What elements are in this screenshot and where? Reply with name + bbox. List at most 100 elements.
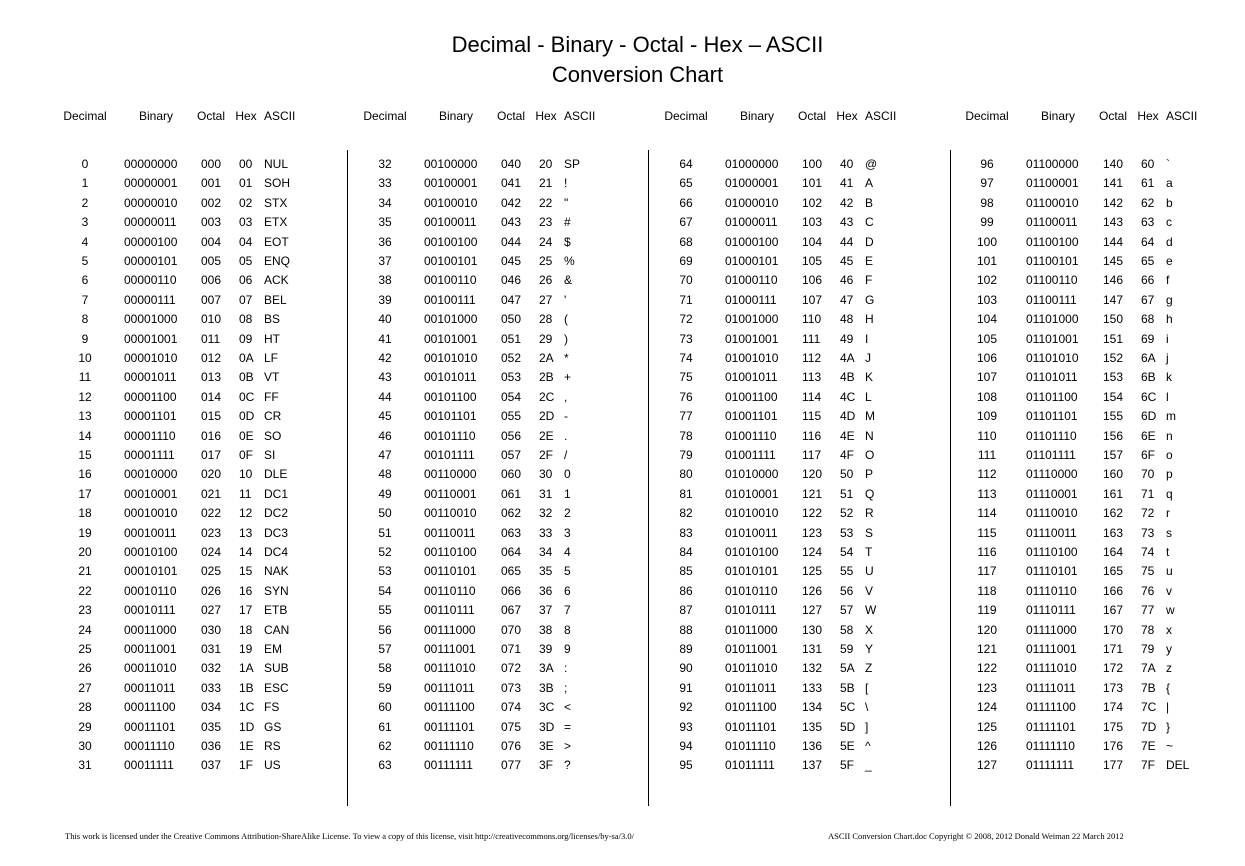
cell-binary: 01000111 bbox=[725, 292, 777, 307]
table-row: 57 00111001 071 39 9 bbox=[357, 640, 657, 658]
table-row: 68 01000100 104 44 D bbox=[658, 233, 958, 251]
cell-hex: 7B bbox=[1141, 680, 1156, 695]
cell-ascii: u bbox=[1166, 564, 1173, 579]
cell-binary: 01101111 bbox=[1026, 448, 1076, 462]
cell-decimal: 48 bbox=[378, 467, 392, 482]
cell-hex: 15 bbox=[239, 564, 253, 579]
table-row: 24 00011000 030 18 CAN bbox=[57, 621, 357, 639]
column-header-binary: Binary bbox=[138, 109, 173, 123]
table-row: 72 01001000 110 48 H bbox=[658, 310, 958, 328]
cell-decimal: 0 bbox=[81, 157, 89, 171]
cell-decimal: 6 bbox=[81, 273, 89, 288]
cell-decimal: 17 bbox=[78, 486, 92, 501]
cell-octal: 062 bbox=[501, 506, 522, 521]
cell-decimal: 5 bbox=[81, 254, 89, 268]
cell-decimal: 99 bbox=[980, 215, 994, 230]
cell-decimal: 29 bbox=[78, 719, 92, 734]
cell-ascii: SUB bbox=[264, 661, 289, 676]
cell-ascii: ETB bbox=[264, 603, 288, 618]
cell-ascii: Q bbox=[865, 486, 875, 501]
cell-decimal: 117 bbox=[977, 564, 997, 579]
cell-binary: 00010110 bbox=[124, 583, 177, 598]
cell-octal: 041 bbox=[501, 176, 522, 191]
cell-ascii: ACK bbox=[264, 273, 289, 288]
cell-decimal: 73 bbox=[679, 331, 693, 346]
document-meta-footer: ASCII Conversion Chart.doc Copyright © 2… bbox=[828, 831, 1124, 841]
cell-hex: 48 bbox=[840, 312, 854, 327]
cell-octal: 105 bbox=[802, 254, 823, 268]
cell-binary: 01101001 bbox=[1026, 331, 1079, 346]
table-row: 37 00100101 045 25% bbox=[357, 252, 657, 270]
cell-decimal: 9 bbox=[81, 331, 89, 346]
cell-decimal: 12 bbox=[78, 389, 92, 404]
cell-hex: 69 bbox=[1141, 331, 1155, 346]
cell-binary: 00100000 bbox=[424, 157, 478, 171]
cell-ascii: K bbox=[865, 370, 874, 385]
cell-decimal: 56 bbox=[378, 622, 392, 637]
cell-ascii: o bbox=[1166, 448, 1173, 462]
table-row: 59 00111011 073 3B; bbox=[357, 679, 657, 697]
cell-octal: 030 bbox=[201, 622, 222, 637]
cell-hex: 34 bbox=[539, 545, 553, 559]
cell-binary: 01011001 bbox=[725, 642, 778, 656]
cell-ascii: C bbox=[865, 215, 874, 230]
cell-hex: 10 bbox=[239, 467, 253, 482]
cell-binary: 00101011 bbox=[424, 370, 477, 385]
table-row: 75 01001011 113 4B K bbox=[658, 368, 958, 386]
cell-hex: 1C bbox=[239, 700, 255, 715]
table-row: 26 00011010 032 1A SUB bbox=[57, 659, 357, 677]
cell-ascii: / bbox=[564, 448, 568, 462]
cell-octal: 061 bbox=[501, 486, 522, 501]
cell-octal: 065 bbox=[501, 564, 522, 579]
cell-hex: 21 bbox=[539, 176, 553, 191]
cell-octal: 046 bbox=[501, 273, 522, 288]
cell-decimal: 72 bbox=[679, 312, 693, 327]
cell-hex: 20 bbox=[539, 157, 553, 171]
cell-ascii: 9 bbox=[564, 642, 571, 656]
cell-decimal: 112 bbox=[977, 467, 997, 482]
table-row: 117 01110101 165 75 u bbox=[959, 562, 1245, 580]
column-header-ascii: ASCII bbox=[1166, 109, 1198, 123]
table-header-row: Decimal Binary Octal Hex ASCII bbox=[57, 107, 357, 125]
cell-binary: 00001110 bbox=[124, 428, 176, 443]
table-row: 112 01110000 160 70 p bbox=[959, 465, 1245, 483]
cell-ascii: BEL bbox=[264, 292, 287, 307]
cell-ascii: DLE bbox=[264, 467, 288, 482]
cell-binary: 00001011 bbox=[124, 370, 177, 385]
cell-octal: 127 bbox=[802, 603, 823, 618]
cell-ascii: # bbox=[564, 215, 571, 230]
cell-decimal: 98 bbox=[980, 195, 994, 210]
cell-binary: 00100001 bbox=[424, 176, 478, 191]
cell-binary: 00010001 bbox=[124, 486, 178, 501]
table-row: 36 00100100 044 24 $ bbox=[357, 233, 657, 251]
table-row: 83 01010011 123 53 S bbox=[658, 524, 958, 542]
cell-octal: 140 bbox=[1103, 157, 1124, 171]
cell-octal: 070 bbox=[501, 622, 522, 637]
cell-hex: 1D bbox=[239, 719, 255, 734]
cell-binary: 00100110 bbox=[424, 273, 477, 288]
table-row: 19 00010011 023 13 DC3 bbox=[57, 524, 357, 542]
cell-octal: 076 bbox=[501, 739, 522, 753]
cell-octal: 104 bbox=[802, 234, 823, 249]
column-header-hex: Hex bbox=[836, 109, 858, 123]
cell-binary: 00101111 bbox=[424, 448, 475, 462]
cell-ascii: T bbox=[865, 545, 873, 559]
cell-binary: 00100011 bbox=[424, 215, 477, 230]
table-row: 52 00110100 064 34 4 bbox=[357, 543, 657, 561]
cell-octal: 075 bbox=[501, 719, 522, 734]
cell-decimal: 88 bbox=[679, 622, 693, 637]
cell-ascii: DC2 bbox=[264, 506, 289, 521]
cell-ascii: | bbox=[1166, 700, 1170, 715]
cell-binary: 00000010 bbox=[124, 195, 178, 210]
cell-ascii: + bbox=[564, 370, 572, 385]
cell-ascii: - bbox=[564, 409, 568, 424]
table-row: 47 00101111 057 2F / bbox=[357, 446, 657, 464]
table-row: 92 01011100 134 5C \ bbox=[658, 698, 958, 716]
column-header-decimal: Decimal bbox=[664, 109, 708, 123]
cell-decimal: 80 bbox=[679, 467, 693, 482]
cell-binary: 01111011 bbox=[1026, 680, 1076, 695]
cell-hex: 49 bbox=[840, 331, 854, 346]
cell-octal: 003 bbox=[201, 215, 222, 230]
cell-hex: 56 bbox=[840, 583, 854, 598]
cell-hex: 0D bbox=[239, 409, 255, 424]
